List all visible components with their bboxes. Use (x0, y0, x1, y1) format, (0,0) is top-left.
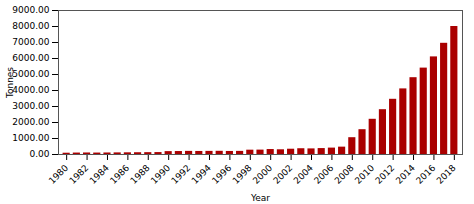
svg-text:1988: 1988 (128, 163, 151, 186)
svg-text:2000: 2000 (251, 163, 274, 186)
svg-text:1984: 1984 (88, 163, 111, 186)
svg-text:1990: 1990 (149, 163, 172, 186)
svg-text:2002: 2002 (271, 163, 294, 186)
svg-text:8000.00: 8000.00 (12, 21, 49, 31)
svg-text:0.00: 0.00 (29, 149, 49, 159)
svg-text:2012: 2012 (373, 163, 396, 186)
svg-text:2000.00: 2000.00 (12, 117, 49, 127)
svg-text:2008: 2008 (333, 163, 356, 186)
svg-text:7000.00: 7000.00 (12, 37, 49, 47)
svg-text:1992: 1992 (169, 163, 192, 186)
svg-text:4000.00: 4000.00 (12, 85, 49, 95)
svg-text:6000.00: 6000.00 (12, 53, 49, 63)
svg-text:1994: 1994 (190, 163, 213, 186)
svg-text:9000.00: 9000.00 (12, 5, 49, 15)
svg-text:1000.00: 1000.00 (12, 133, 49, 143)
svg-text:2006: 2006 (312, 163, 335, 186)
svg-text:2018: 2018 (435, 163, 458, 186)
svg-text:5000.00: 5000.00 (12, 69, 49, 79)
svg-text:1986: 1986 (108, 163, 131, 186)
svg-text:2016: 2016 (414, 163, 437, 186)
svg-text:2014: 2014 (394, 163, 417, 186)
svg-text:Year: Year (250, 193, 270, 203)
svg-text:2010: 2010 (353, 163, 376, 186)
svg-text:1996: 1996 (210, 163, 233, 186)
svg-text:Tonnes: Tonnes (5, 67, 15, 99)
svg-text:1980: 1980 (47, 163, 70, 186)
svg-text:3000.00: 3000.00 (12, 101, 49, 111)
svg-text:1982: 1982 (67, 163, 90, 186)
svg-text:2004: 2004 (292, 163, 315, 186)
svg-text:1998: 1998 (230, 163, 253, 186)
